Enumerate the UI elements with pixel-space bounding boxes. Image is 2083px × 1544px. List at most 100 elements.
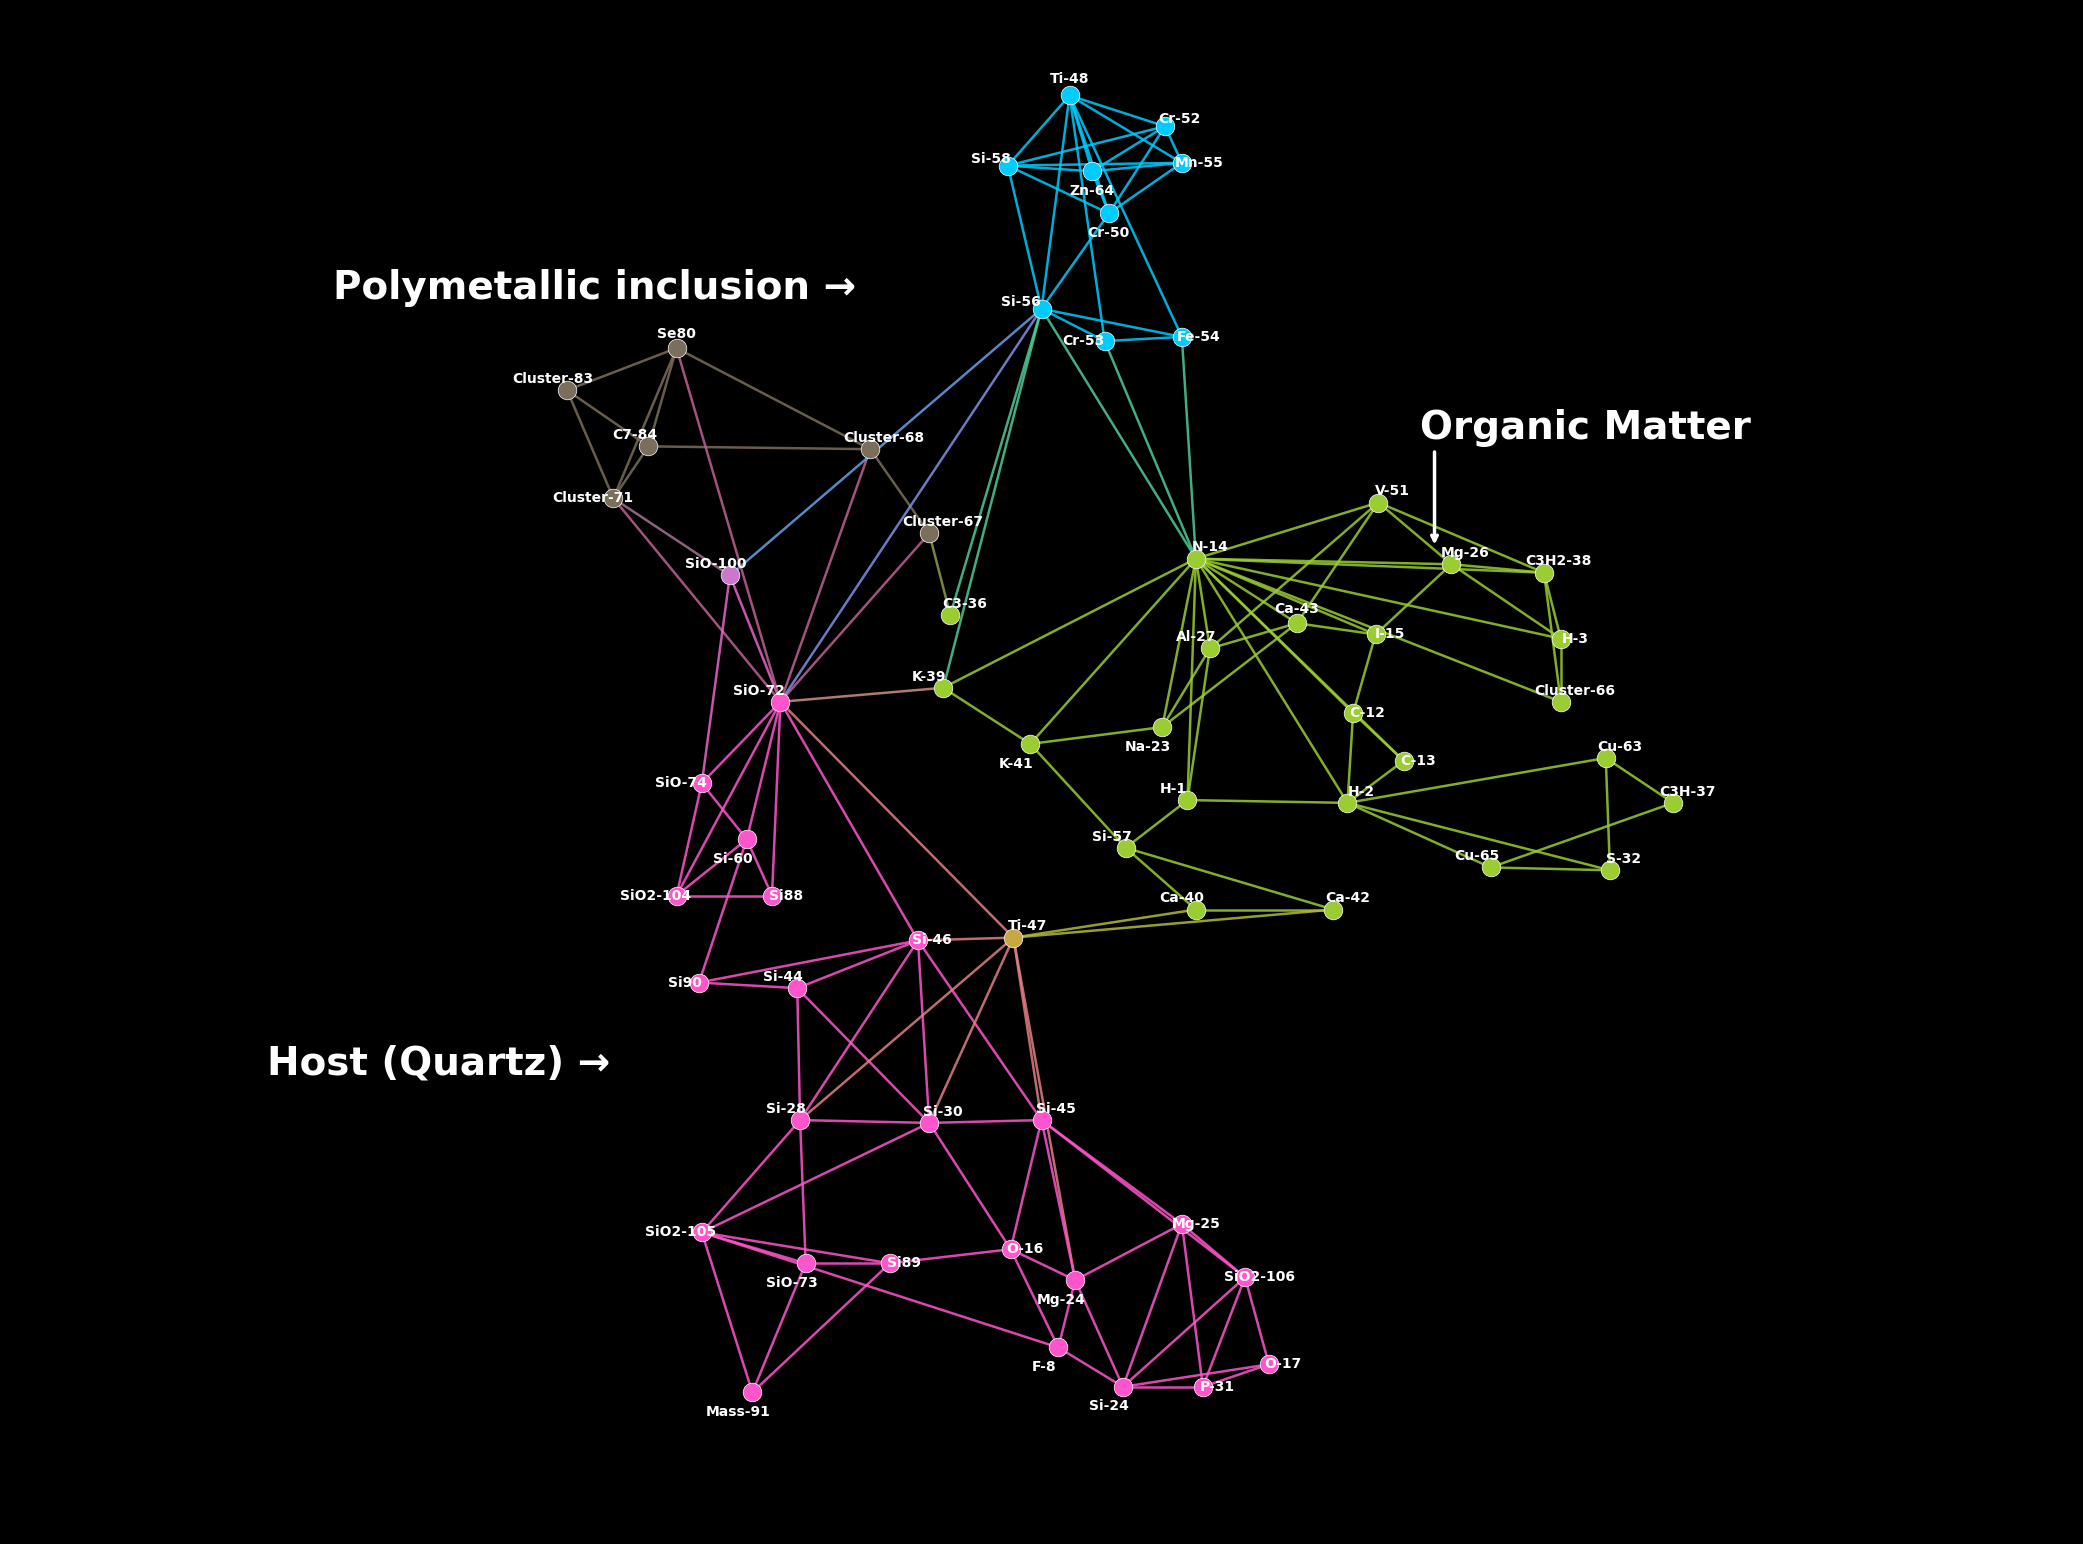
Point (1052, 83, 1085, 108)
Text: Si-28: Si-28 (767, 1102, 806, 1116)
Point (1316, 897, 1350, 922)
Text: P-31: P-31 (1200, 1380, 1235, 1394)
Point (1106, 1374, 1139, 1399)
Point (1544, 690, 1577, 715)
Text: C7-84: C7-84 (612, 428, 656, 442)
Text: SiO2-106: SiO2-106 (1223, 1271, 1294, 1285)
Text: Si-44: Si-44 (762, 970, 804, 984)
Text: H-1: H-1 (1160, 781, 1187, 795)
Point (764, 690, 798, 715)
Point (783, 1107, 817, 1132)
Text: Cu-63: Cu-63 (1598, 740, 1641, 753)
Text: K-41: K-41 (1000, 757, 1033, 770)
Point (781, 976, 814, 1001)
Point (631, 434, 664, 459)
Point (735, 1380, 769, 1405)
Text: O-16: O-16 (1006, 1243, 1044, 1257)
Text: Cluster-71: Cluster-71 (552, 491, 633, 505)
Point (1337, 701, 1371, 726)
Text: SiO2-104: SiO2-104 (621, 888, 692, 903)
Point (1025, 296, 1058, 321)
Point (1194, 636, 1227, 661)
Text: Ti-48: Ti-48 (1050, 71, 1089, 85)
Point (1164, 324, 1198, 349)
Text: F-8: F-8 (1031, 1360, 1056, 1374)
Point (854, 437, 887, 462)
Text: Cluster-66: Cluster-66 (1535, 684, 1616, 698)
Point (1087, 329, 1121, 354)
Point (1171, 787, 1204, 812)
Text: Cluster-83: Cluster-83 (512, 372, 594, 386)
Text: SiO-74: SiO-74 (654, 777, 706, 791)
Text: C-13: C-13 (1400, 753, 1435, 767)
Text: SiO-73: SiO-73 (767, 1275, 817, 1289)
Point (1589, 746, 1623, 770)
Text: V-51: V-51 (1375, 485, 1410, 499)
Point (912, 520, 946, 545)
Point (1025, 1107, 1058, 1132)
Text: SiO-100: SiO-100 (685, 557, 746, 571)
Point (1331, 791, 1364, 815)
Text: C-12: C-12 (1350, 706, 1385, 720)
Point (550, 378, 583, 403)
Text: Mg-25: Mg-25 (1171, 1217, 1221, 1231)
Text: Si-60: Si-60 (712, 852, 752, 866)
Text: Organic Matter: Organic Matter (1421, 409, 1752, 448)
Text: Mn-55: Mn-55 (1175, 156, 1223, 170)
Text: Cluster-67: Cluster-67 (902, 516, 983, 530)
Text: Ti-47: Ti-47 (1008, 919, 1048, 934)
Text: Host (Quartz) →: Host (Quartz) → (267, 1045, 610, 1082)
Point (1229, 1265, 1262, 1289)
Text: Si-45: Si-45 (1035, 1102, 1075, 1116)
Text: Si88: Si88 (769, 888, 804, 903)
Point (1179, 547, 1212, 571)
Point (1544, 627, 1577, 652)
Point (1475, 855, 1508, 880)
Point (712, 564, 746, 588)
Point (729, 828, 762, 852)
Point (1091, 201, 1125, 225)
Text: Na-23: Na-23 (1125, 740, 1171, 753)
Text: H-2: H-2 (1348, 784, 1375, 798)
Point (927, 675, 960, 699)
Point (994, 1237, 1027, 1261)
Text: SiO2-105: SiO2-105 (646, 1226, 717, 1240)
Text: Zn-64: Zn-64 (1069, 184, 1114, 198)
Text: Polymetallic inclusion →: Polymetallic inclusion → (333, 269, 856, 307)
Text: Si-24: Si-24 (1089, 1399, 1129, 1413)
Point (1164, 1212, 1198, 1237)
Text: Ca-43: Ca-43 (1275, 602, 1319, 616)
Point (756, 883, 789, 908)
Point (933, 602, 967, 627)
Text: H-3: H-3 (1562, 631, 1589, 645)
Point (1281, 611, 1314, 636)
Text: Ca-40: Ca-40 (1160, 891, 1204, 905)
Text: Si-56: Si-56 (1000, 295, 1039, 309)
Point (1593, 858, 1627, 883)
Point (1362, 489, 1396, 514)
Point (1387, 749, 1421, 774)
Text: Si-30: Si-30 (923, 1104, 962, 1119)
Text: SiO-72: SiO-72 (733, 684, 785, 698)
Point (1185, 1374, 1219, 1399)
Text: Mg-26: Mg-26 (1441, 547, 1489, 560)
Point (1527, 560, 1560, 585)
Point (912, 1110, 946, 1135)
Point (1164, 150, 1198, 174)
Point (1146, 715, 1179, 740)
Text: Se80: Se80 (656, 327, 696, 341)
Point (1014, 732, 1048, 757)
Text: N-14: N-14 (1191, 540, 1229, 554)
Point (1656, 791, 1689, 815)
Point (1108, 835, 1141, 860)
Text: Cr-50: Cr-50 (1087, 225, 1129, 239)
Text: Cr-53: Cr-53 (1062, 334, 1104, 347)
Point (1148, 114, 1181, 139)
Text: I-15: I-15 (1375, 627, 1404, 641)
Point (660, 335, 694, 360)
Text: C3-36: C3-36 (942, 596, 987, 610)
Point (596, 486, 629, 511)
Text: O-17: O-17 (1264, 1357, 1302, 1371)
Text: Mass-91: Mass-91 (706, 1405, 771, 1419)
Point (1058, 1268, 1091, 1292)
